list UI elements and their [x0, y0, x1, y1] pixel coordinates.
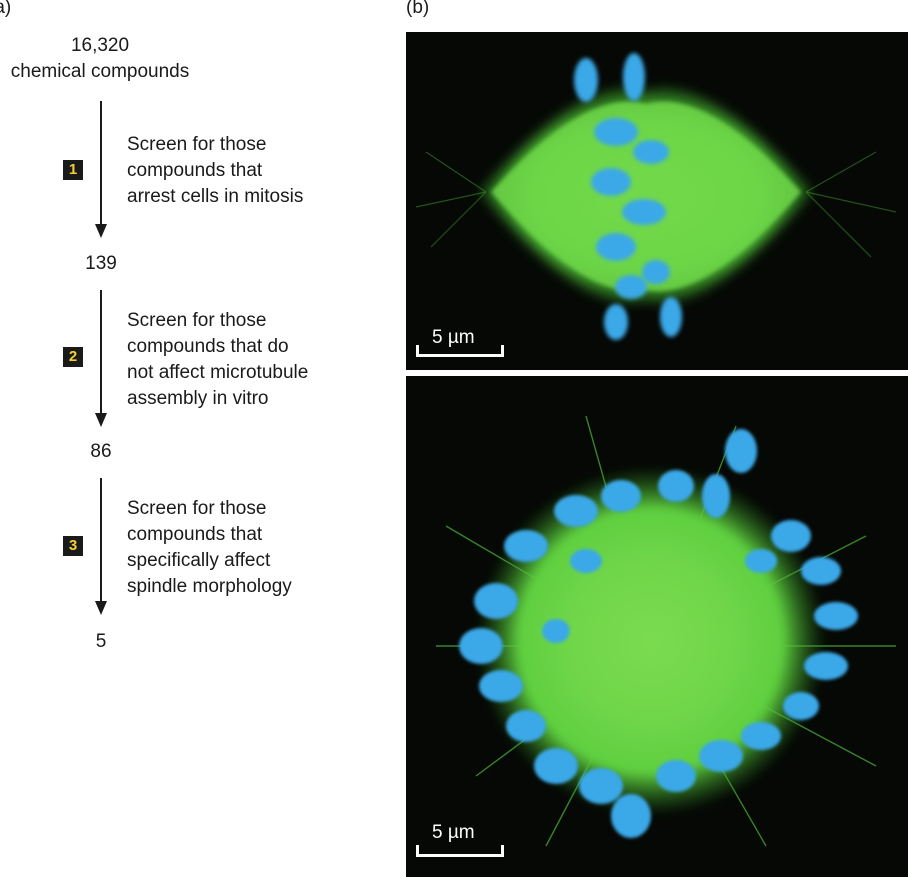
normal-spindle-image: [406, 32, 908, 370]
step-3-badge: 3: [63, 536, 83, 556]
micrograph-monoastral-spindle: 5 µm: [406, 376, 908, 877]
top-scale-bar: [416, 354, 504, 357]
bottom-scale-label: 5 µm: [432, 822, 475, 843]
monoastral-spindle-image: [406, 376, 908, 877]
step-1-line-3: arrest cells in mitosis: [127, 186, 304, 207]
micrograph-normal-spindle: 5 µm: [406, 32, 908, 370]
step-2-badge: 2: [63, 347, 83, 367]
step-1-line-2: compounds that: [127, 160, 263, 181]
step-3-arrow-line: [100, 478, 102, 602]
panel-b-label: (b): [406, 0, 430, 18]
step-1-line-1: Screen for those: [127, 134, 267, 155]
step-2-line-3: not affect microtubule: [127, 362, 309, 383]
step-3-text: Screen for those compounds that specific…: [127, 496, 387, 600]
step-1-badge: 1: [63, 160, 83, 180]
step-2-text: Screen for those compounds that do not a…: [127, 308, 387, 412]
step-1-arrow-head: [95, 224, 107, 238]
step-3-line-1: Screen for those: [127, 498, 267, 519]
start-count-block: 16,320 chemical compounds: [0, 33, 260, 85]
top-scale-tick-right: [501, 345, 504, 355]
step-3-line-2: compounds that: [127, 524, 263, 545]
bottom-scale-tick-right: [501, 845, 504, 855]
start-count-label: chemical compounds: [10, 61, 190, 82]
bottom-scale-tick-left: [416, 845, 419, 855]
step-2-arrow-line: [100, 290, 102, 414]
top-scale-label: 5 µm: [432, 327, 475, 348]
start-count: 16,320: [70, 35, 130, 56]
bottom-scale-bar: [416, 854, 504, 857]
step-2-line-1: Screen for those: [127, 310, 267, 331]
step-2-result: 86: [90, 441, 112, 462]
step-2-line-4: assembly in vitro: [127, 388, 269, 409]
step-3-result: 5: [95, 631, 107, 652]
step-3-arrow-head: [95, 601, 107, 615]
step-3-line-3: specifically affect: [127, 550, 271, 571]
step-2-line-2: compounds that do: [127, 336, 289, 357]
top-scale-tick-left: [416, 345, 419, 355]
step-3-line-4: spindle morphology: [127, 576, 292, 597]
step-2-arrow-head: [95, 413, 107, 427]
step-1-arrow-line: [100, 101, 102, 225]
step-1-result: 139: [85, 253, 117, 274]
step-1-text: Screen for those compounds that arrest c…: [127, 132, 387, 210]
panel-a-label: (a): [0, 0, 12, 18]
